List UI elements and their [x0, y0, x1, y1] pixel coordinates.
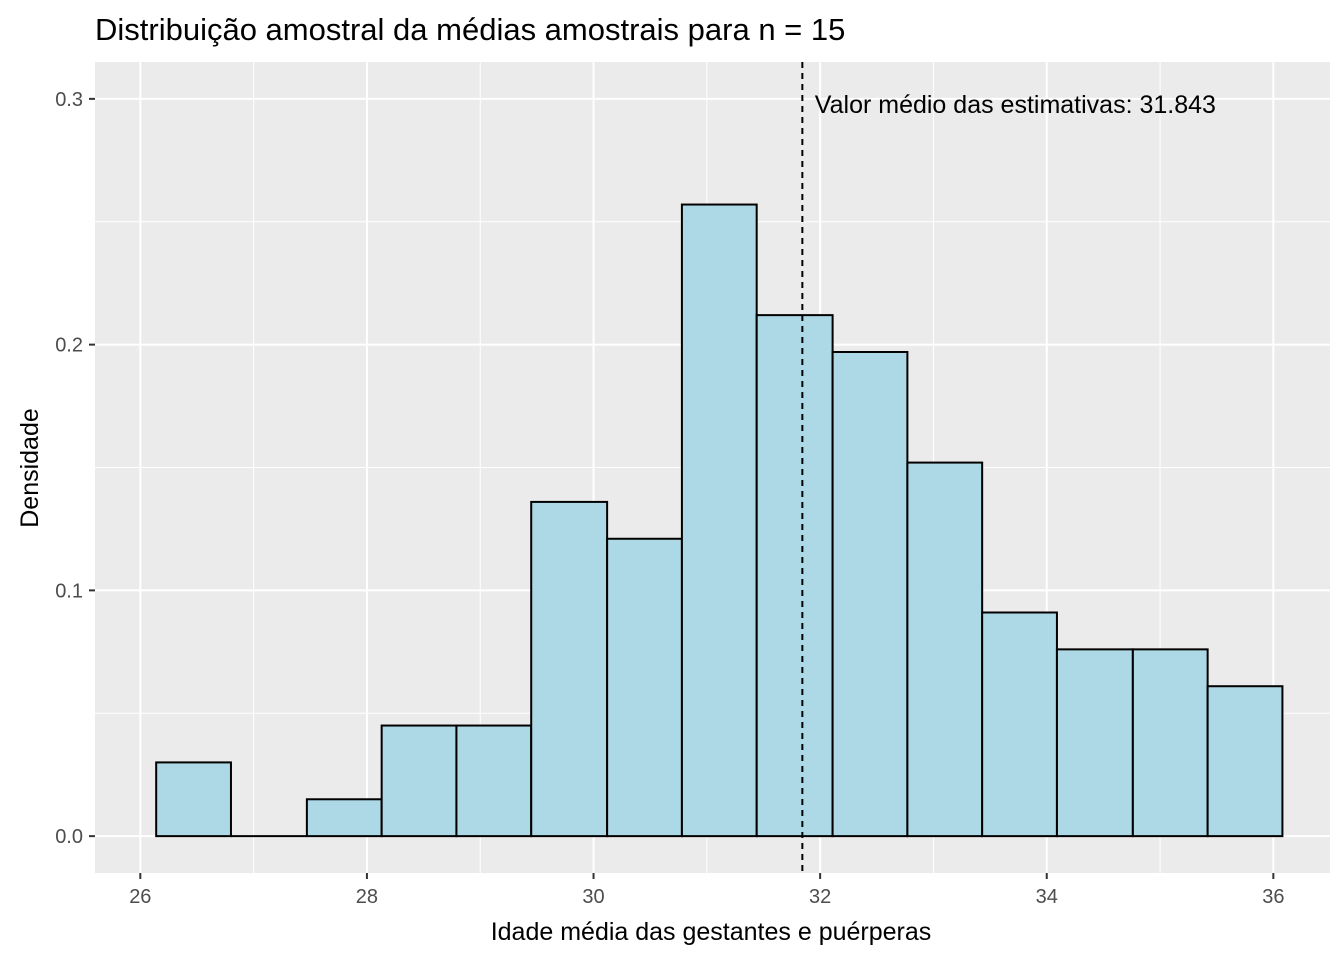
- y-axis: 0.0 0.1 0.2 0.3: [55, 89, 95, 848]
- histogram-bar: [1055, 648, 1134, 838]
- y-tick-label: 0.0: [55, 826, 83, 848]
- histogram-bar: [1131, 648, 1209, 838]
- x-tick-label: 36: [1262, 886, 1284, 908]
- x-axis-title: Idade média das gestantes e puérperas: [491, 918, 932, 946]
- histogram-bar: [906, 461, 984, 838]
- histogram-bar: [380, 724, 458, 838]
- x-tick-label: 32: [809, 886, 831, 908]
- histogram-bar: [530, 500, 609, 838]
- histogram-bar: [755, 314, 834, 838]
- histogram-bar: [305, 798, 383, 838]
- chart-title: Distribuição amostral da médias amostrai…: [95, 12, 845, 47]
- histogram-bar: [606, 537, 683, 838]
- y-tick-label: 0.3: [55, 89, 83, 111]
- y-tick-label: 0.2: [55, 335, 83, 357]
- histogram-bar: [155, 761, 232, 838]
- x-tick-label: 26: [129, 886, 151, 908]
- histogram-bar: [1206, 685, 1284, 838]
- histogram-bar: [981, 611, 1058, 838]
- histogram-bar: [680, 203, 758, 838]
- y-axis-title: Densidade: [16, 408, 44, 528]
- y-tick-label: 0.1: [55, 580, 83, 602]
- histogram-bar: [831, 350, 909, 838]
- x-tick-label: 34: [1036, 886, 1058, 908]
- x-tick-label: 28: [356, 886, 378, 908]
- x-tick-label: 30: [582, 886, 604, 908]
- mean-annotation: Valor médio das estimativas: 31.843: [815, 91, 1216, 119]
- x-axis: 26 28 30 32 34 36: [129, 873, 1284, 908]
- histogram-bars: [155, 203, 1284, 838]
- histogram-bar: [455, 724, 533, 838]
